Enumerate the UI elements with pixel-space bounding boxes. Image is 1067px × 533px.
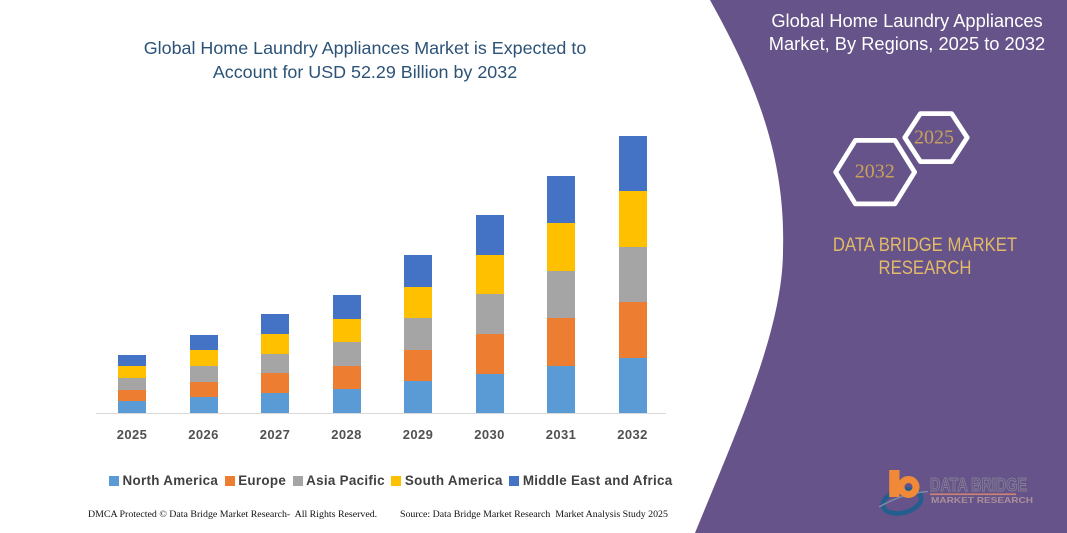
svg-text:MARKET RESEARCH: MARKET RESEARCH	[931, 496, 1033, 505]
svg-text:2032: 2032	[855, 160, 895, 182]
svg-text:DATA BRIDGE: DATA BRIDGE	[930, 474, 1027, 495]
svg-text:2025: 2025	[914, 126, 954, 148]
